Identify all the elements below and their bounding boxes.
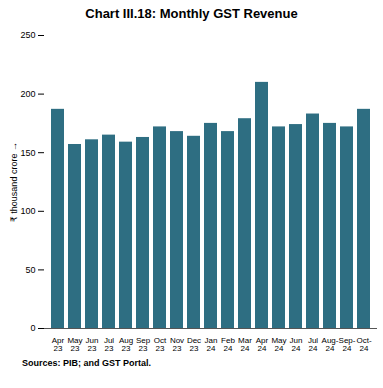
svg-text:Jun24: Jun24: [290, 336, 303, 353]
svg-text:May23: May23: [67, 336, 82, 353]
svg-text:Jun23: Jun23: [86, 336, 99, 353]
svg-text:May24: May24: [271, 336, 286, 353]
svg-text:0: 0: [30, 323, 35, 333]
svg-text:250: 250: [20, 30, 35, 40]
svg-text:Aug-24: Aug-24: [322, 336, 339, 353]
svg-text:50: 50: [25, 265, 35, 275]
svg-text:Apr24: Apr24: [256, 336, 269, 353]
svg-text:Nov23: Nov23: [170, 336, 184, 353]
svg-text:₹ thousand crore →: ₹ thousand crore →: [9, 142, 19, 222]
svg-text:Aug23: Aug23: [119, 336, 133, 353]
svg-text:200: 200: [20, 89, 35, 99]
html-text:Chart III.18: Monthly GST Reve: Chart III.18: Monthly GST Revenue: [85, 6, 298, 21]
svg-text:Apr23: Apr23: [52, 336, 65, 353]
svg-text:Jul24: Jul24: [308, 336, 318, 353]
svg-text:Mar24: Mar24: [238, 336, 252, 353]
svg-text:Jul23: Jul23: [104, 336, 114, 353]
svg-text:Sep-24: Sep-24: [339, 336, 356, 353]
svg-text:Oct-24: Oct-24: [356, 336, 371, 353]
svg-text:Feb24: Feb24: [221, 336, 235, 353]
svg-text:Jan24: Jan24: [205, 336, 218, 353]
html-text:Sources: PIB; and GST Portal.: Sources: PIB; and GST Portal.: [22, 358, 151, 368]
svg-text:Dec23: Dec23: [187, 336, 201, 353]
svg-text:Sep23: Sep23: [136, 336, 151, 353]
svg-text:Oct23: Oct23: [154, 336, 167, 353]
svg-text:150: 150: [20, 148, 35, 158]
svg-text:100: 100: [20, 206, 35, 216]
